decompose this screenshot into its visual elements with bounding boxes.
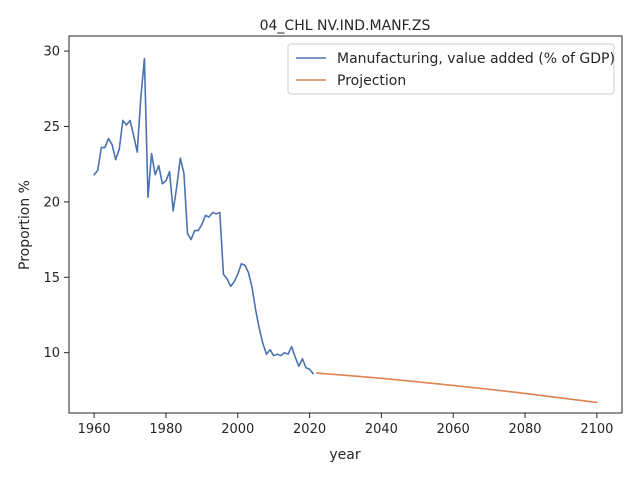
y-tick-label-30: 30 [43,45,60,60]
y-tick-label-10: 10 [43,346,60,361]
x-tick-label-2100: 2100 [580,422,613,437]
axes-layer: 1960 1980 2000 2020 2040 2060 2080 2100 10 15 20 25… [43,45,613,437]
x-tick-label-2000: 2000 [221,422,254,437]
legend-label-projection: Projection [337,73,406,89]
x-tick-label-2020: 2020 [293,422,326,437]
x-tick-label-2040: 2040 [365,422,398,437]
series-line-projection [315,372,598,404]
chart-title: 04_CHL NV.IND.MANF.ZS [260,18,431,34]
x-tick-label-2080: 2080 [508,422,541,437]
y-axis-label: Proportion % [17,180,33,270]
legend: Manufacturing, value added (% of GDP) Pr… [287,43,615,95]
y-tick-label-25: 25 [43,120,60,135]
legend-box [287,43,615,95]
series-layer [93,57,598,404]
plot-frame [68,35,623,414]
x-tick-label-1980: 1980 [149,422,182,437]
y-tick-label-20: 20 [43,195,60,210]
y-tick-label-15: 15 [43,271,60,286]
legend-label-manufacturing: Manufacturing, value added (% of GDP) [337,51,615,67]
x-tick-label-2060: 2060 [437,422,470,437]
series-line-manufacturing [93,57,314,375]
x-axis-label: year [329,447,360,463]
x-tick-label-1960: 1960 [78,422,111,437]
